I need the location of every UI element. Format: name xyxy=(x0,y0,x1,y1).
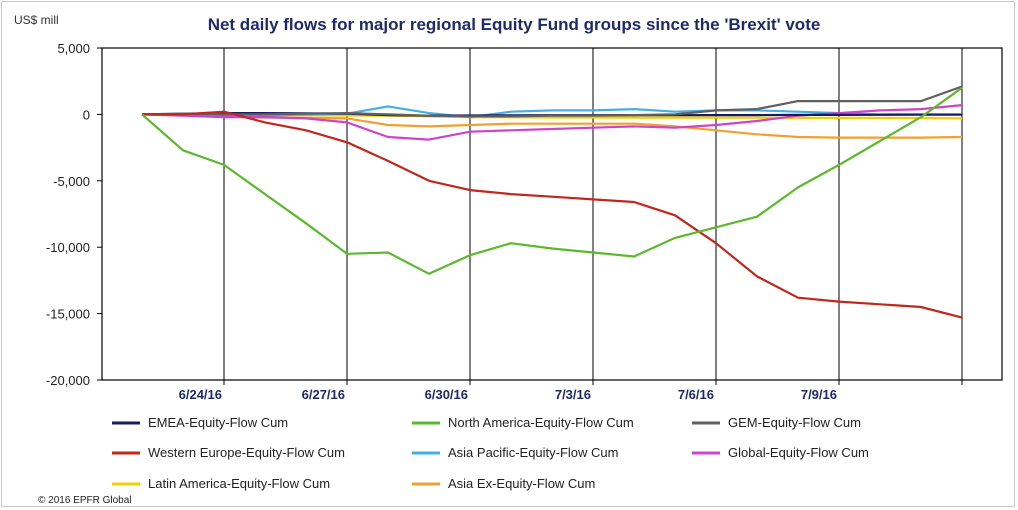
legend-label-4: Asia Pacific-Equity-Flow Cum xyxy=(448,445,619,460)
y-tick-label: -20,000 xyxy=(46,373,90,388)
x-tick-label: 7/3/16 xyxy=(555,387,591,402)
legend-label-1: North America-Equity-Flow Cum xyxy=(448,415,634,430)
plot-border xyxy=(101,47,1003,381)
y-axis-unit-label: US$ mill xyxy=(14,13,59,27)
x-tick-label: 6/30/16 xyxy=(425,387,468,402)
legend-label-6: Latin America-Equity-Flow Cum xyxy=(148,476,330,491)
legend-label-7: Asia Ex-Equity-Flow Cum xyxy=(448,476,595,491)
y-tick-label: -5,000 xyxy=(53,174,90,189)
x-tick-label: 7/6/16 xyxy=(678,387,714,402)
x-tick-label: 7/9/16 xyxy=(801,387,837,402)
series-line-2 xyxy=(141,85,963,118)
legend: EMEA-Equity-Flow Cum North America-Equity… xyxy=(112,415,869,491)
legend-label-0: EMEA-Equity-Flow Cum xyxy=(148,415,288,430)
legend-label-2: GEM-Equity-Flow Cum xyxy=(728,415,861,430)
legend-label-5: Global-Equity-Flow Cum xyxy=(728,445,869,460)
y-tick-label: -10,000 xyxy=(46,240,90,255)
series-line-1 xyxy=(141,86,963,275)
x-tick-label: 6/27/16 xyxy=(302,387,345,402)
y-tick-label: 5,000 xyxy=(57,41,90,56)
series-line-3 xyxy=(142,110,963,319)
y-tick-label: -15,000 xyxy=(46,307,90,322)
copyright-text: © 2016 EPFR Global xyxy=(38,495,132,506)
legend-label-3: Western Europe-Equity-Flow Cum xyxy=(148,445,345,460)
chart-title: Net daily flows for major regional Equit… xyxy=(208,15,821,34)
y-tick-label: 0 xyxy=(83,107,90,122)
plot-area: 6/24/16 6/27/16 6/30/16 7/3/16 7/6/16 7/9/16 5… xyxy=(46,41,1003,402)
x-tick-label: 6/24/16 xyxy=(179,387,222,402)
